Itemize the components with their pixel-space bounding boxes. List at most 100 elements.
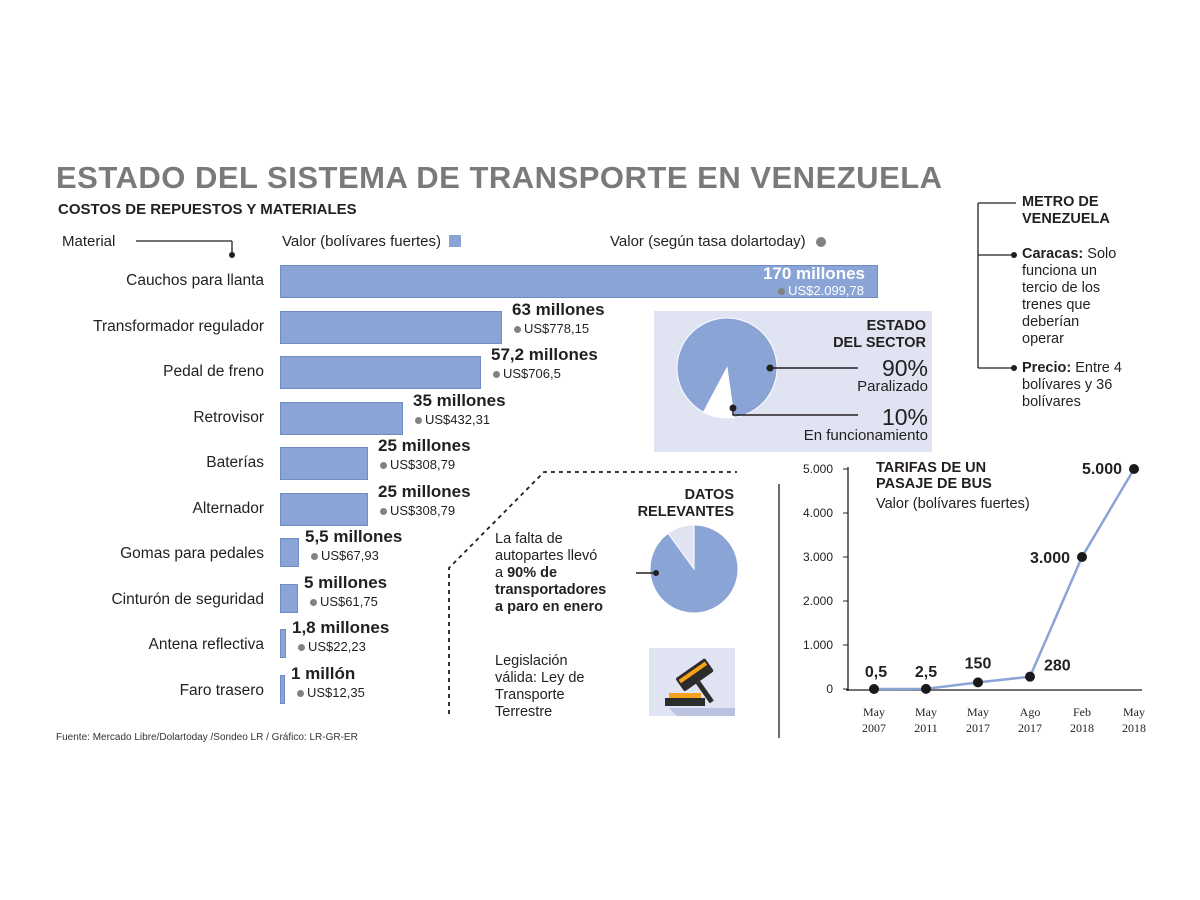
- pie-slice-funcionamiento: [702, 366, 735, 419]
- usd-label: US$706,5: [493, 366, 561, 381]
- fact2-line3: Transporte: [495, 687, 565, 703]
- x-tick-label-year: 2018: [1070, 721, 1094, 735]
- leader-dot-10: [729, 404, 737, 412]
- bar: [280, 310, 502, 344]
- y-tick-label: 1.000: [803, 638, 833, 652]
- label-funcionamiento: En funcionamiento: [803, 427, 928, 444]
- fact1-line3: a 90% de: [495, 565, 606, 582]
- material-label: Faro trasero: [179, 681, 264, 699]
- material-label: Pedal de freno: [163, 363, 264, 380]
- bar-value-label: 25 millones: [378, 481, 471, 501]
- bar-value-label: 57,2 millones: [491, 345, 598, 364]
- usd-value: US$778,15: [524, 320, 590, 336]
- valor-bs-header-label: Valor (bolívares fuertes): [282, 233, 441, 250]
- line-heading-line1: TARIFAS DE UN: [876, 460, 987, 476]
- datos-heading-line2: RELEVANTES: [637, 504, 734, 520]
- usd-label: US$12,35: [297, 685, 365, 700]
- precio-line2: bolívares y 36: [1022, 377, 1113, 393]
- fact1-line5: a paro en enero: [495, 599, 603, 615]
- material-label: Transformador regulador: [93, 317, 264, 335]
- bar-value-label: 25 millones: [378, 436, 471, 455]
- datos-leader-dot: [653, 570, 659, 576]
- fact1-line2: autopartes llevó: [495, 548, 598, 564]
- material-label: Cinturón de seguridad: [111, 590, 264, 608]
- x-tick-label-month: Feb: [1073, 705, 1091, 719]
- bar: [280, 674, 285, 704]
- datos-heading-line1: DATOS: [684, 487, 734, 503]
- bar-value-label: 1 millón: [291, 663, 356, 683]
- usd-dot: [310, 598, 317, 606]
- precio-line1: Precio: Entre 4: [1022, 360, 1122, 377]
- datos-heading: DATOS RELEVANTES: [638, 487, 734, 521]
- caracas-line3: tercio de los: [1022, 280, 1101, 296]
- fare-point: [921, 683, 931, 694]
- x-tick-label-month: May: [967, 705, 989, 719]
- x-tick-label-year: 2011: [914, 721, 938, 735]
- usd-value: US$67,93: [321, 548, 379, 563]
- fare-point: [1025, 671, 1035, 682]
- estado-heading: ESTADO DEL SECTOR: [833, 318, 926, 352]
- usd-dot: [298, 644, 305, 652]
- material-label: Alternador: [192, 499, 264, 517]
- fare-value-label: 280: [1044, 658, 1071, 675]
- usd-dot: [493, 371, 500, 379]
- bar-value-label: 5 millones: [304, 572, 388, 592]
- x-tick-label-year: 2017: [1018, 721, 1042, 735]
- estado-heading-line2: DEL SECTOR: [833, 335, 926, 351]
- usd-dot: [415, 416, 422, 424]
- bar-value-label: 5,5 millones: [305, 527, 403, 546]
- caracas-line4: trenes que: [1022, 297, 1091, 313]
- usd-value: US$2.099,78: [788, 283, 864, 298]
- usd-label: US$61,75: [310, 594, 378, 609]
- fact1-line3-a: a: [495, 565, 508, 581]
- bar: [280, 538, 299, 567]
- x-tick-label-month: May: [915, 705, 937, 719]
- usd-dot: [380, 462, 387, 470]
- usd-dot: [380, 507, 387, 515]
- fact-legislacion: Legislación válida: Ley de Transporte Te…: [495, 653, 584, 721]
- metro-precio: Precio: Entre 4 bolívares y 36 bolívares: [1022, 360, 1122, 411]
- valor-usd-header-label: Valor (según tasa dolartoday): [610, 233, 806, 250]
- bar-value-label: 63 millones: [512, 299, 605, 319]
- usd-dot: [311, 553, 318, 561]
- precio-label: Precio:: [1022, 360, 1072, 376]
- fact2-line1: Legislación: [495, 653, 568, 669]
- usd-label: US$67,93: [311, 548, 379, 563]
- material-label: Gomas para pedales: [120, 545, 264, 562]
- usd-value: US$22,23: [308, 639, 366, 654]
- y-tick-label: 2.000: [803, 594, 833, 608]
- usd-value: US$308,79: [390, 457, 456, 472]
- material-label: Cauchos para llanta: [126, 272, 264, 289]
- fare-value-label: 0,5: [865, 664, 887, 681]
- valor-usd-header: Valor (según tasa dolartoday): [610, 233, 826, 250]
- fare-value-label: 3.000: [1030, 550, 1070, 567]
- bar-value-label: 1,8 millones: [292, 618, 390, 637]
- usd-value: US$706,5: [503, 366, 561, 381]
- usd-legend-dot: [815, 237, 826, 247]
- page-title: ESTADO DEL SISTEMA DE TRANSPORTE EN VENE…: [56, 160, 943, 195]
- material-label: Antena reflectiva: [148, 636, 264, 653]
- fact1-line4: transportadores: [495, 582, 607, 598]
- pct-paralizado: 90%: [881, 355, 928, 381]
- usd-dot: [297, 689, 304, 697]
- line-heading: TARIFAS DE UN PASAJE DE BUS: [876, 460, 992, 492]
- bar: [280, 583, 298, 613]
- chart-subtitle: COSTOS DE REPUESTOS Y MATERIALES: [58, 201, 357, 218]
- y-tick-label: 3.000: [803, 550, 833, 564]
- usd-label: US$22,23: [298, 639, 366, 654]
- fare-point: [1129, 464, 1139, 474]
- gavel-icon: [649, 648, 735, 716]
- bar: [280, 629, 286, 658]
- bar-legend-swatch: [449, 235, 462, 247]
- bar: [280, 492, 368, 526]
- material-label: Baterías: [206, 454, 264, 471]
- fact1-line1: La falta de: [495, 531, 563, 547]
- usd-dot: [778, 288, 786, 296]
- usd-value: US$308,79: [390, 502, 456, 518]
- x-tick-label-month: Ago: [1020, 705, 1041, 719]
- caracas-label: Caracas:: [1022, 246, 1084, 262]
